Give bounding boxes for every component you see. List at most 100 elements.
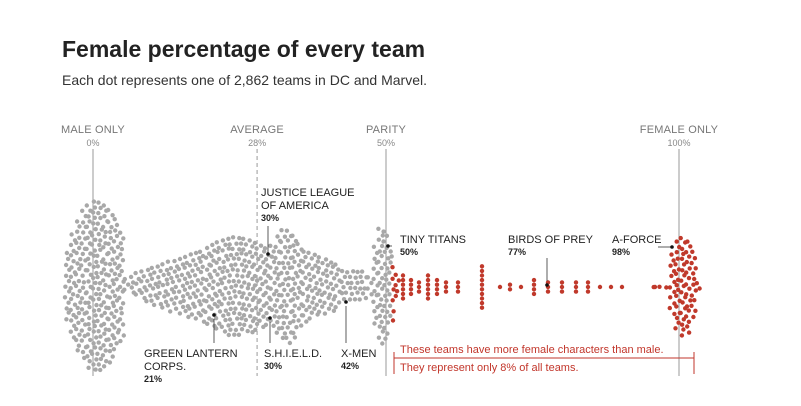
- team-dot: [237, 247, 242, 252]
- team-dot: [273, 255, 278, 261]
- team-dot: [377, 324, 382, 329]
- team-dot: [147, 283, 153, 288]
- team-dot: [359, 279, 365, 285]
- team-dot: [179, 272, 185, 278]
- team-dot: [114, 222, 120, 228]
- team-dot: [215, 304, 220, 309]
- team-dot: [312, 306, 317, 311]
- team-dot: [652, 284, 658, 290]
- team-dot: [657, 284, 662, 289]
- team-dot: [84, 224, 90, 229]
- team-dot: [674, 250, 679, 255]
- team-dot: [96, 231, 102, 237]
- team-dot: [331, 308, 337, 313]
- team-dot: [74, 315, 79, 320]
- team-dot: [98, 356, 104, 362]
- team-dot: [390, 276, 395, 281]
- team-dot: [679, 278, 684, 283]
- team-dot: [106, 219, 111, 225]
- team-dot: [379, 297, 384, 302]
- team-dot: [84, 246, 89, 252]
- team-dot: [252, 240, 258, 246]
- team-dot: [226, 290, 231, 296]
- team-dot: [408, 287, 414, 292]
- team-dot: [531, 277, 537, 283]
- team-dot: [341, 285, 346, 290]
- team-dot: [91, 199, 97, 204]
- team-dot: [246, 282, 251, 287]
- team-dot: [220, 269, 225, 274]
- team-dot: [226, 312, 231, 317]
- team-dot: [192, 273, 198, 278]
- team-dot: [301, 303, 306, 309]
- team-dot: [88, 251, 93, 256]
- team-dot: [281, 320, 286, 326]
- team-dot: [64, 250, 70, 256]
- team-dot: [290, 297, 296, 302]
- team-dot: [78, 300, 83, 305]
- team-dot: [282, 287, 287, 293]
- team-dot: [228, 327, 233, 332]
- team-dot: [257, 298, 262, 303]
- team-dot: [75, 293, 80, 299]
- team-dot: [573, 280, 579, 285]
- team-dot: [316, 309, 322, 314]
- team-dot: [118, 306, 124, 311]
- team-dot: [227, 242, 232, 247]
- team-dot: [109, 246, 114, 251]
- team-dot: [74, 337, 79, 343]
- team-dot: [686, 330, 692, 335]
- team-dot: [585, 289, 591, 294]
- team-dot: [387, 303, 393, 308]
- team-dot: [242, 280, 247, 285]
- team-dot: [256, 256, 261, 262]
- team-dot: [119, 246, 125, 252]
- team-dot: [673, 262, 678, 267]
- team-dot: [664, 285, 669, 290]
- ref-line-value-1: 28%: [248, 138, 266, 148]
- team-dot: [121, 333, 127, 338]
- team-dot: [292, 313, 297, 319]
- team-dot: [672, 311, 677, 317]
- team-dot: [193, 294, 199, 299]
- team-dot: [380, 341, 385, 346]
- team-dot: [217, 309, 223, 314]
- team-dot: [244, 252, 249, 257]
- annotation-value-3: 42%: [341, 361, 359, 371]
- team-dot: [75, 229, 80, 234]
- team-dot: [400, 296, 406, 301]
- team-dot: [80, 251, 86, 257]
- team-dot: [674, 315, 680, 321]
- team-dot: [245, 328, 250, 334]
- annotation-label-1: GREEN LANTERN: [144, 348, 238, 360]
- team-dot: [149, 298, 154, 303]
- team-dot: [668, 295, 673, 300]
- team-dot: [82, 333, 87, 339]
- team-dot: [215, 272, 220, 277]
- team-dot: [672, 279, 677, 285]
- team-dot: [325, 263, 330, 268]
- team-dot: [87, 304, 92, 310]
- team-dot: [307, 316, 312, 321]
- team-dot: [389, 254, 394, 259]
- team-dot: [92, 205, 98, 210]
- team-dot: [249, 308, 255, 313]
- team-dot: [197, 249, 203, 254]
- team-dot: [96, 307, 102, 313]
- team-dot: [94, 270, 99, 276]
- annotation-label-6: A-FORCE: [612, 234, 662, 246]
- team-dot: [91, 362, 96, 367]
- team-dot: [345, 280, 350, 286]
- team-dot: [275, 276, 280, 281]
- annotation-value-1: 21%: [144, 374, 162, 384]
- team-dot: [243, 242, 249, 247]
- team-dot: [211, 258, 216, 263]
- team-dot: [531, 291, 537, 297]
- team-dot: [118, 230, 123, 235]
- team-dot: [376, 335, 382, 340]
- team-dot: [318, 277, 323, 282]
- team-dot: [191, 291, 196, 296]
- team-dot: [336, 267, 341, 272]
- team-dot: [383, 336, 388, 341]
- team-dot: [303, 254, 308, 260]
